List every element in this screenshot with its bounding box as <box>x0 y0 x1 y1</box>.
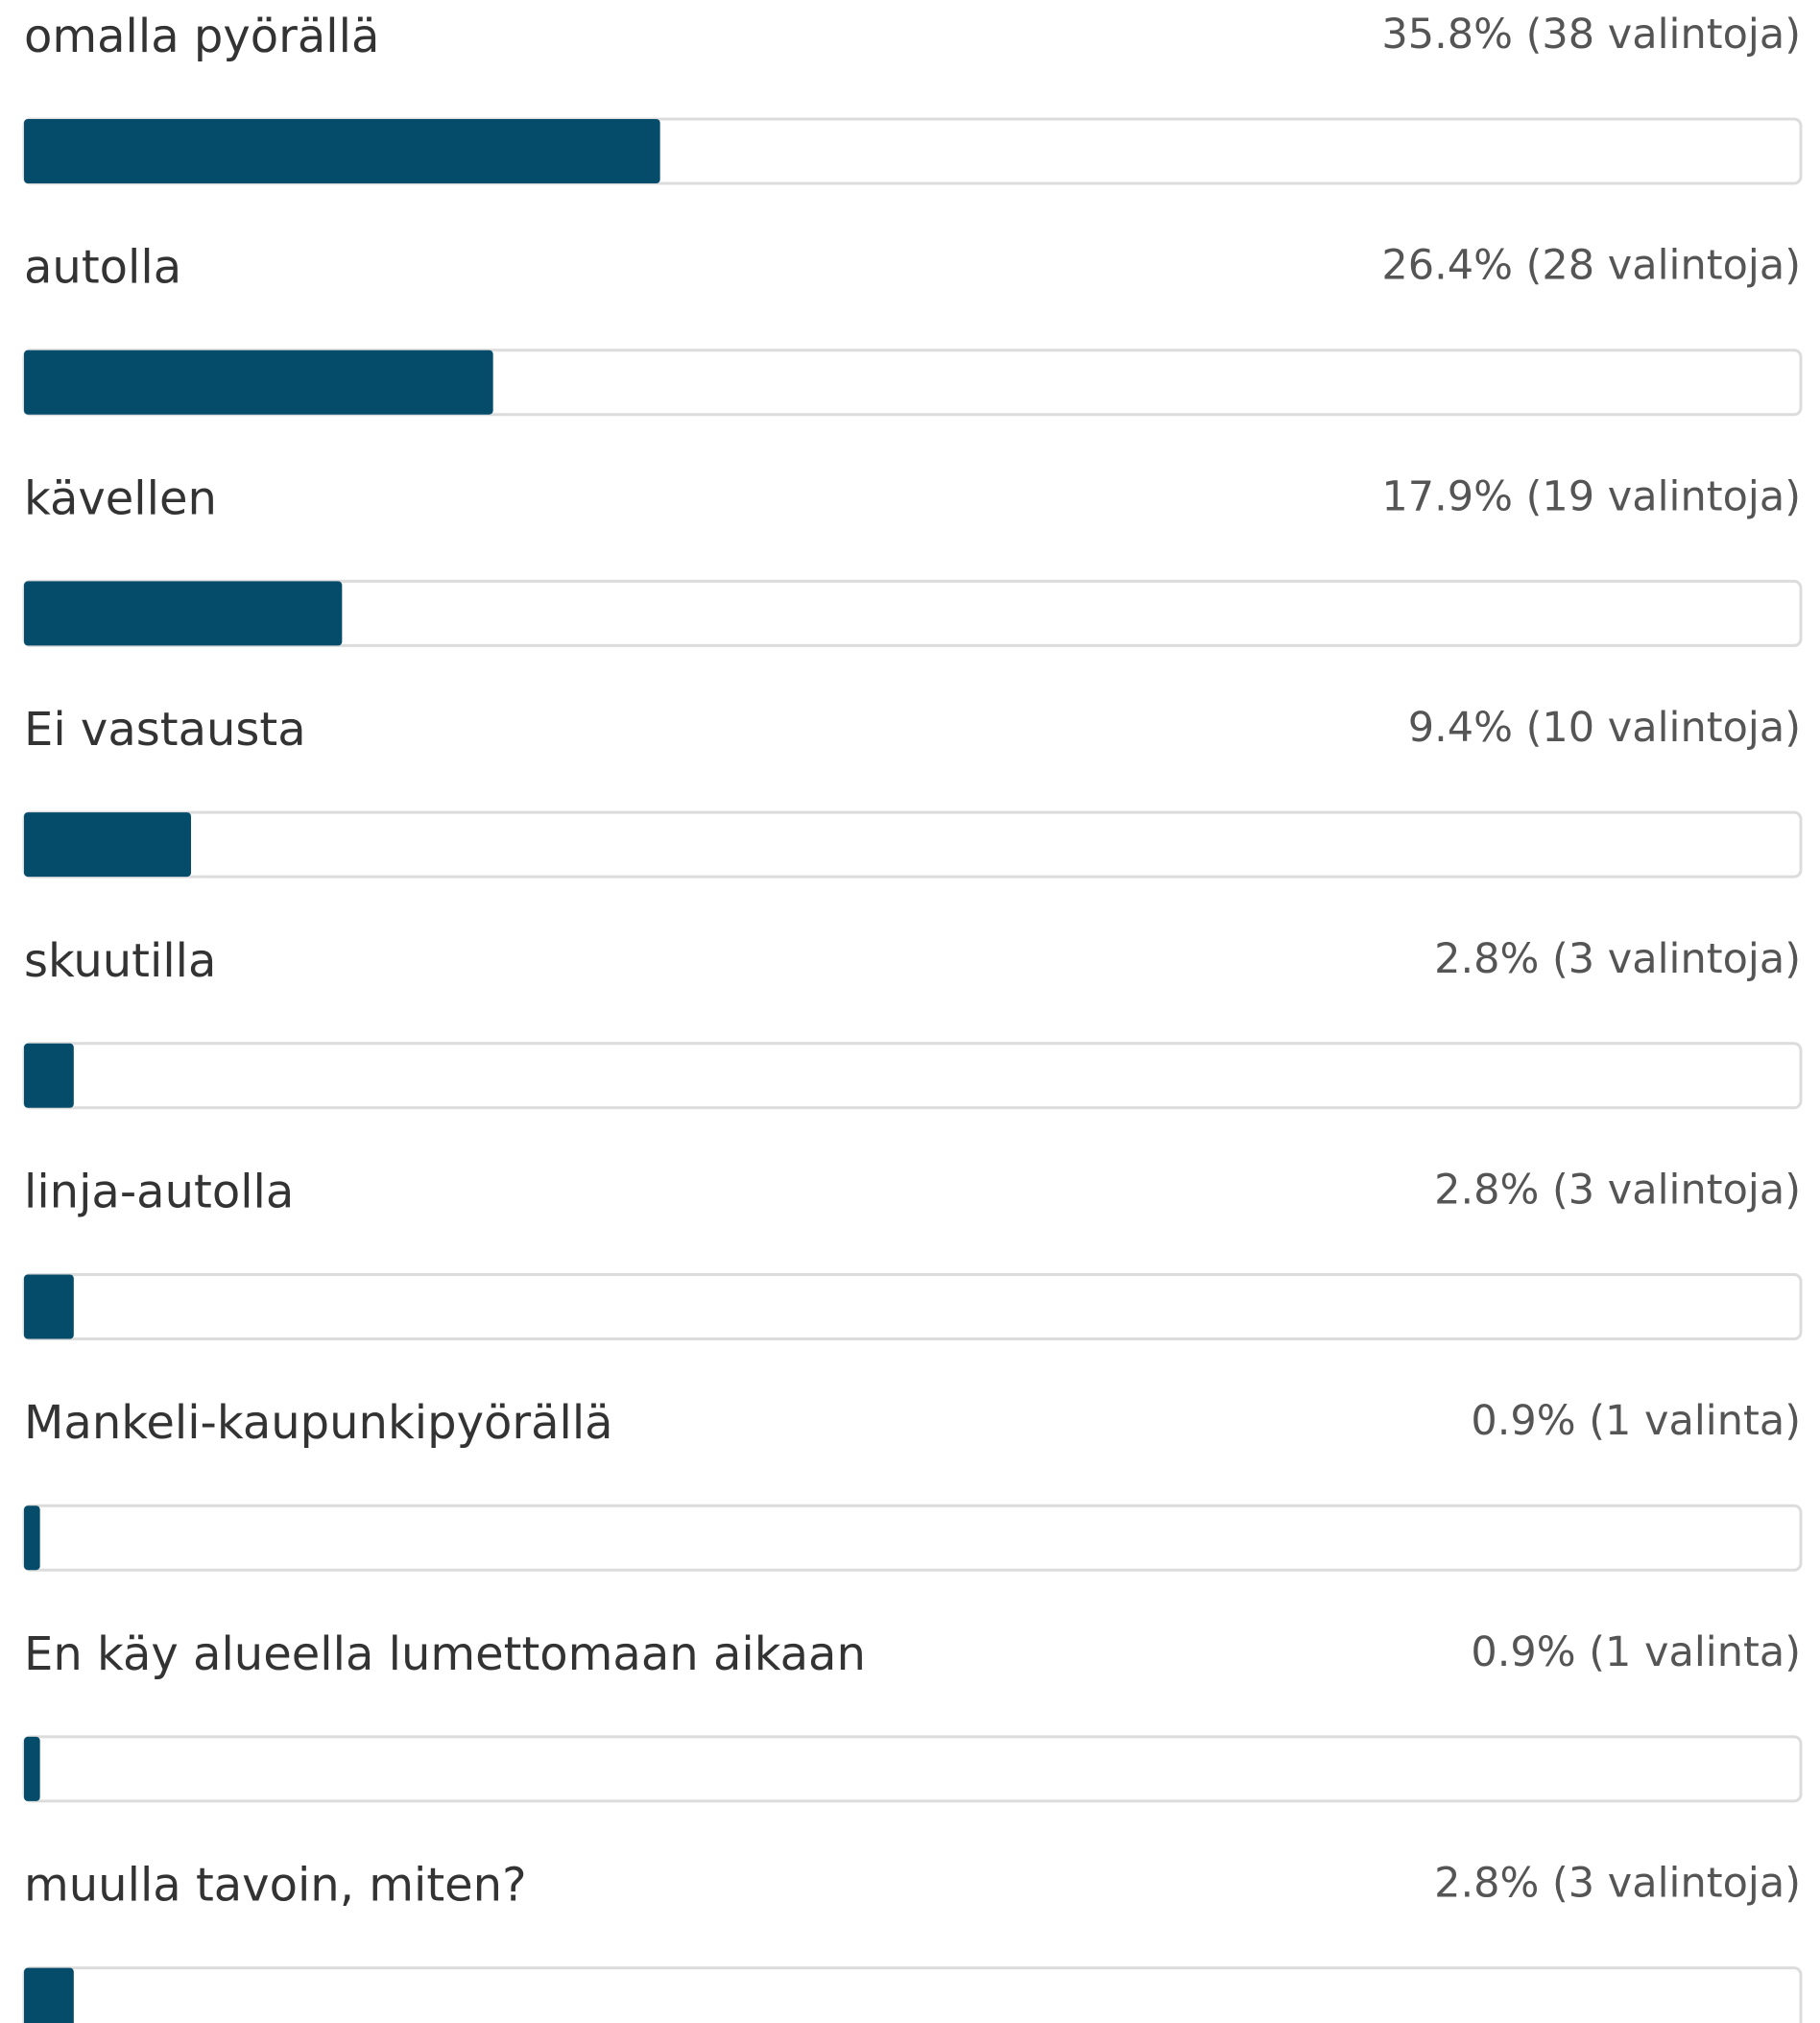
bar <box>24 349 493 415</box>
value-label: 2.8% (3 valintoja) <box>1434 1167 1801 1215</box>
option-label: autolla <box>24 241 181 295</box>
bar <box>24 1274 74 1339</box>
value-label: 0.9% (1 valinta) <box>1471 1397 1801 1445</box>
bar-track <box>22 1504 1803 1572</box>
value-label: 2.8% (3 valintoja) <box>1434 1860 1801 1908</box>
bar-track <box>22 810 1803 879</box>
value-label: 26.4% (28 valintoja) <box>1381 242 1801 290</box>
bar <box>24 1736 40 1801</box>
value-label: 0.9% (1 valinta) <box>1471 1628 1801 1676</box>
option-label: omalla pyörällä <box>24 10 379 63</box>
option-label: En käy alueella lumettomaan aikaan <box>24 1627 866 1681</box>
value-label: 9.4% (10 valintoja) <box>1408 704 1801 752</box>
bar-track <box>22 1966 1803 2023</box>
value-label: 2.8% (3 valintoja) <box>1434 935 1801 983</box>
bar-track <box>22 1273 1803 1340</box>
bar-track <box>22 1042 1803 1110</box>
bar-track <box>22 1735 1803 1803</box>
bar <box>24 1967 74 2023</box>
bar <box>24 812 191 878</box>
value-label: 35.8% (38 valintoja) <box>1381 11 1801 59</box>
bar <box>24 1043 74 1108</box>
bar <box>24 119 660 183</box>
bar <box>24 581 343 646</box>
option-label: Mankeli-kaupunkipyörällä <box>24 1396 613 1450</box>
option-label: linja-autolla <box>24 1166 294 1219</box>
value-label: 17.9% (19 valintoja) <box>1381 472 1801 520</box>
option-label: muulla tavoin, miten? <box>24 1859 527 1913</box>
option-label: kävellen <box>24 471 217 525</box>
option-label: skuutilla <box>24 934 216 988</box>
option-label: Ei vastausta <box>24 703 306 757</box>
bar <box>24 1505 40 1571</box>
